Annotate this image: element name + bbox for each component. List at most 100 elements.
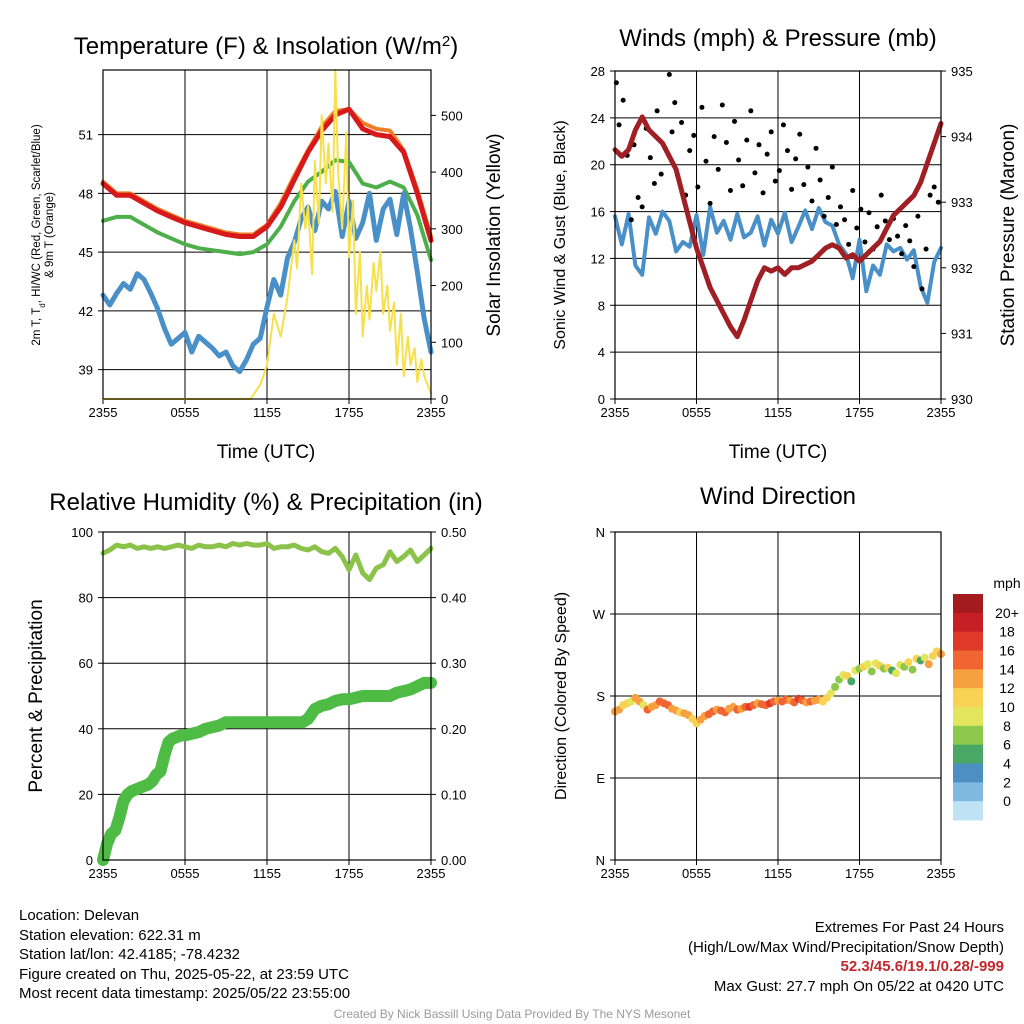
colorbar-label: 6: [1003, 737, 1011, 753]
winds-gust-point: [719, 102, 725, 108]
winds-gust-point: [651, 180, 657, 186]
wind-direction-direction-point: [908, 665, 917, 674]
extremes-info: Extremes For Past 24 Hours (High/Low/Max…: [688, 918, 1004, 996]
wind-direction-y-tick-label: E: [596, 771, 605, 786]
wind-direction-direction-point: [904, 658, 913, 667]
winds-gust-point: [842, 217, 848, 223]
colorbar-swatch: [953, 669, 983, 689]
winds-panel: Winds (mph) & Pressure (mb) Time (UTC) S…: [552, 25, 1019, 463]
winds-sonic-wind-line: [613, 204, 943, 305]
winds-gust-point: [797, 131, 803, 137]
temperature-y-tick-label: 45: [79, 245, 93, 260]
temperature-y2-tick-label: 100: [441, 335, 463, 350]
humidity-x-tick-label: 2355: [417, 866, 446, 881]
winds-gust-point: [748, 108, 754, 114]
winds-y2-tick-label: 930: [951, 392, 973, 407]
temperature-x-tick-label: 0555: [171, 405, 200, 420]
wind-direction-direction-point: [892, 669, 901, 678]
temperature-x-tick-label: 2355: [417, 405, 446, 420]
winds-gust-point: [679, 120, 685, 126]
winds-gust-point: [903, 223, 909, 229]
humidity-x-tick-label: 1155: [253, 866, 281, 881]
temperature-plot-frame: [102, 69, 432, 400]
winds-gust-point: [886, 237, 892, 243]
winds-x-tick-label: 2355: [601, 405, 630, 420]
winds-gust-point: [882, 218, 888, 224]
winds-y-tick-label: 16: [591, 205, 605, 220]
wind-direction-direction-point: [924, 660, 933, 669]
winds-gust-point: [647, 155, 653, 161]
winds-gust-point: [740, 183, 746, 189]
winds-gust-point: [711, 134, 717, 140]
winds-gust-point: [878, 192, 884, 198]
wind-direction-y-tick-label: N: [596, 525, 605, 540]
temperature-td-line: [101, 158, 433, 262]
humidity-y-tick-label: 80: [79, 591, 93, 606]
winds-gust-point: [715, 166, 721, 172]
winds-plot-frame: [614, 70, 942, 400]
temperature-x-tick-label: 1155: [253, 405, 281, 420]
wind-direction-x-tick-label: 0555: [682, 866, 711, 881]
winds-gust-point: [895, 233, 901, 239]
winds-gust-point: [919, 286, 925, 292]
winds-gust-point: [817, 177, 823, 183]
winds-gust-point: [789, 186, 795, 192]
wind-direction-x-tick-label: 2355: [927, 866, 956, 881]
recent-data-timestamp: Most recent data timestamp: 2025/05/22 2…: [19, 985, 351, 1002]
winds-gust-point: [785, 148, 791, 154]
figure-created: Figure created on Thu, 2025-05-22, at 23…: [19, 965, 349, 983]
temperature-hi-wc-line: [100, 188, 434, 375]
winds-gust-point: [833, 221, 839, 227]
winds-gust-point: [620, 97, 626, 103]
humidity-y-tick-label: 100: [71, 525, 93, 540]
humidity-panel: Relative Humidity (%) & Precipitation (i…: [26, 489, 483, 881]
humidity-x-tick-label: 1755: [335, 866, 364, 881]
winds-x-tick-label: 1755: [845, 405, 874, 420]
humidity-x-tick-label: 0555: [171, 866, 200, 881]
winds-gust-point: [744, 137, 750, 143]
winds-gust-point: [809, 198, 815, 204]
colorbar-label: 0: [1003, 793, 1011, 809]
colorbar-swatch: [953, 707, 983, 727]
winds-station-pressure-line: [612, 114, 944, 340]
colorbar-label: 2: [1003, 774, 1011, 790]
colorbar-label: 14: [999, 661, 1015, 677]
winds-chart-title: Winds (mph) & Pressure (mb): [619, 25, 936, 52]
temperature-y2-tick-label: 400: [441, 165, 463, 180]
colorbar-swatch: [953, 801, 983, 821]
humidity-y-tick-label: 20: [79, 787, 93, 802]
winds-gust-point: [672, 100, 678, 106]
solar-insolation-axis-label: Solar Insolation (Yellow): [484, 133, 505, 336]
winds-gust-point: [927, 192, 933, 198]
winds-gust-point: [850, 187, 856, 193]
winds-gust-point: [935, 199, 941, 205]
station-pressure-axis-label: Station Pressure (Maroon): [998, 124, 1019, 347]
winds-gust-point: [669, 129, 675, 135]
winds-gust-point: [915, 213, 921, 219]
extremes-values: 52.3/45.6/19.1/0.28/-999: [840, 958, 1004, 975]
winds-y-tick-label: 4: [598, 345, 605, 360]
winds-gust-point: [760, 190, 766, 196]
winds-gust-point: [907, 238, 913, 244]
winds-y2-tick-label: 933: [951, 195, 973, 210]
winds-x-tick-label: 2355: [927, 405, 956, 420]
wind-direction-chart-title: Wind Direction: [700, 483, 856, 510]
humidity-y-tick-label: 60: [79, 656, 93, 671]
colorbar-label: 12: [999, 680, 1015, 696]
temperature-y-tick-label: 39: [79, 363, 93, 378]
winds-gust-point: [793, 156, 799, 162]
winds-gust-point: [707, 200, 713, 206]
wind-direction-x-tick-label: 1755: [845, 866, 874, 881]
winds-gust-point: [727, 187, 733, 193]
winds-gust-point: [825, 195, 831, 201]
humidity-y2-tick-label: 0.00: [441, 853, 466, 868]
winds-y2-tick-label: 932: [951, 261, 973, 276]
winds-y-axis-label: Sonic Wind & Gust (Blue, Black): [552, 120, 569, 349]
colorbar-label: 10: [999, 699, 1015, 715]
temperature-x-tick-label: 1755: [335, 405, 364, 420]
humidity-y2-tick-label: 0.10: [441, 787, 466, 802]
winds-gust-point: [654, 108, 660, 114]
colorbar-title: mph: [993, 575, 1020, 591]
colorbar-swatch: [953, 688, 983, 708]
winds-gust-point: [691, 132, 697, 138]
